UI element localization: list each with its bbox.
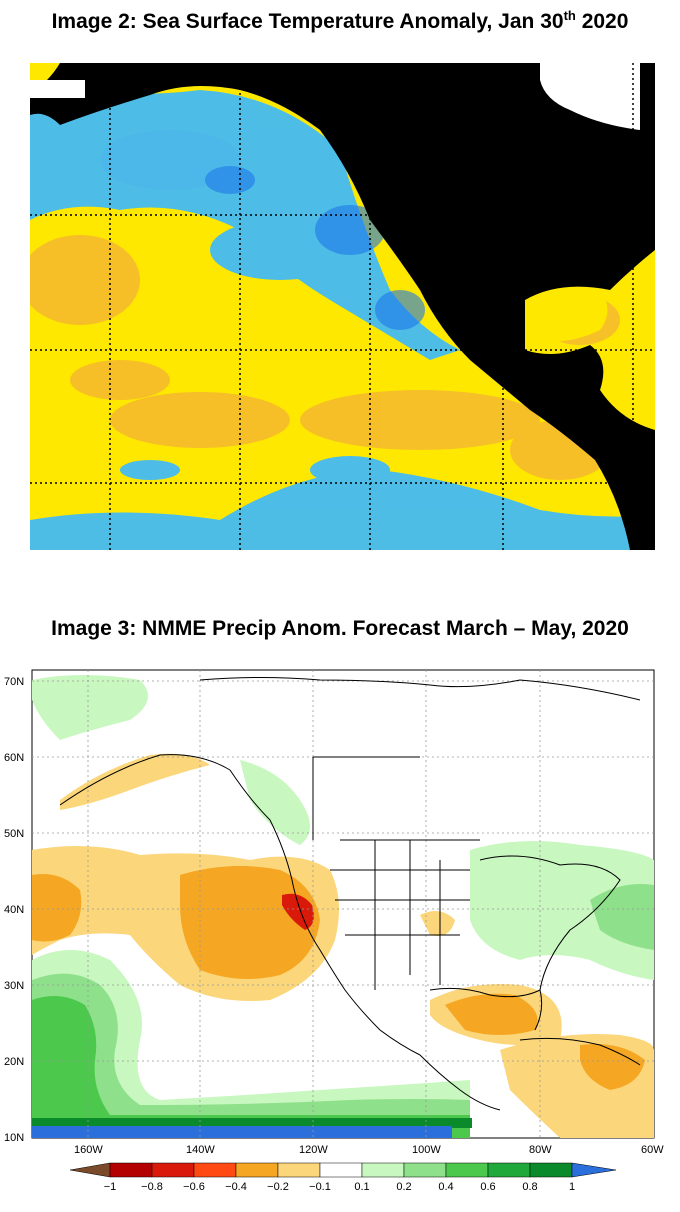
colorbar-segment [319, 1162, 363, 1178]
colorbar-segment [487, 1162, 531, 1178]
precip-green-north [32, 675, 148, 740]
precip-dry-gulf-mid [445, 993, 538, 1035]
lat-label: 50N [4, 828, 24, 840]
sst-ice [30, 63, 640, 130]
colorbar-segment [445, 1162, 489, 1178]
precip-green-band [32, 1118, 472, 1128]
lon-label: 140W [186, 1144, 215, 1156]
colorbar-label: 0.6 [480, 1181, 495, 1193]
colorbar-segment [529, 1162, 573, 1178]
colorbar-label: −0.8 [141, 1181, 163, 1193]
precip-dry-caribbean [500, 1034, 654, 1138]
colorbar-label: −1 [104, 1181, 117, 1193]
precip-dry-pacific [32, 846, 339, 1001]
sst-anomaly-map [30, 63, 655, 550]
lon-label: 160W [74, 1144, 103, 1156]
lon-label: 60W [641, 1144, 664, 1156]
precip-green-mid [32, 973, 470, 1138]
colorbar-segment [151, 1162, 195, 1178]
lon-label: 100W [412, 1144, 441, 1156]
precip-graticule [32, 670, 654, 1138]
colorbar-segment [235, 1162, 279, 1178]
precip-green-bc [240, 760, 310, 845]
colorbar-segment [403, 1162, 447, 1178]
precip-blue-band [32, 1126, 452, 1138]
lat-label: 10N [4, 1132, 24, 1144]
colorbar-label: 0.8 [522, 1181, 537, 1193]
precip-coastlines [59, 677, 641, 1111]
colorbar-segment [193, 1162, 237, 1178]
lat-label: 40N [4, 904, 24, 916]
colorbar-label: 0.2 [396, 1181, 411, 1193]
sst-land-north-america [30, 63, 655, 550]
sst-graticule [30, 63, 655, 550]
precip-map-frame [31, 669, 655, 1139]
lat-label: 20N [4, 1056, 24, 1068]
lat-axis: 70N 60N 50N 40N 30N 20N 10N [4, 676, 24, 1144]
image2-title-sup: th [563, 8, 576, 23]
image3-title: Image 3: NMME Precip Anom. Forecast Marc… [51, 617, 629, 640]
precip-dry-gulf [430, 984, 562, 1045]
lon-label: 80W [529, 1144, 552, 1156]
colorbar-label: 1 [569, 1181, 575, 1193]
sst-cool-patches [30, 85, 655, 550]
precip-dry-california [282, 893, 314, 930]
image2-title: Image 2: Sea Surface Temperature Anomaly… [0, 8, 680, 34]
colorbar-label: −0.1 [309, 1181, 331, 1193]
colorbar-extend-high [571, 1162, 617, 1178]
precip-colorbar: −1 −0.8 −0.6 −0.4 −0.2 −0.1 0.1 0.2 0.4 0.6 0.8 1 [69, 1162, 617, 1193]
colorbar-label: −0.2 [267, 1181, 289, 1193]
colorbar-segment [277, 1162, 321, 1178]
colorbar-label: −0.4 [225, 1181, 247, 1193]
colorbar-label: 0.1 [354, 1181, 369, 1193]
lon-label: 120W [299, 1144, 328, 1156]
lat-label: 60N [4, 752, 24, 764]
colorbar-label: −0.6 [183, 1181, 205, 1193]
colorbar-segment [109, 1162, 153, 1178]
precip-dry-alaska [60, 753, 210, 810]
precip-dry-texas [420, 911, 455, 936]
precip-dry-pacific-mid [32, 866, 320, 979]
lat-label: 30N [4, 980, 24, 992]
precip-green-east-mid [590, 884, 654, 950]
colorbar-segment [361, 1162, 405, 1178]
lon-axis: 160W 140W 120W 100W 80W 60W [74, 1144, 664, 1156]
colorbar-label: 0.4 [438, 1181, 453, 1193]
image2-title-main: Image 2: Sea Surface Temperature Anomaly… [51, 10, 564, 33]
image2-title-end: 2020 [575, 10, 629, 33]
precip-green-south [32, 950, 470, 1138]
precip-dry-caribbean-mid [580, 1044, 645, 1090]
lat-label: 70N [4, 676, 24, 688]
precip-green-east [470, 841, 654, 980]
colorbar-extend-low [69, 1162, 111, 1178]
sst-deep-cool [205, 166, 425, 330]
precip-green-strong [32, 996, 470, 1138]
sst-gulf [530, 288, 608, 342]
